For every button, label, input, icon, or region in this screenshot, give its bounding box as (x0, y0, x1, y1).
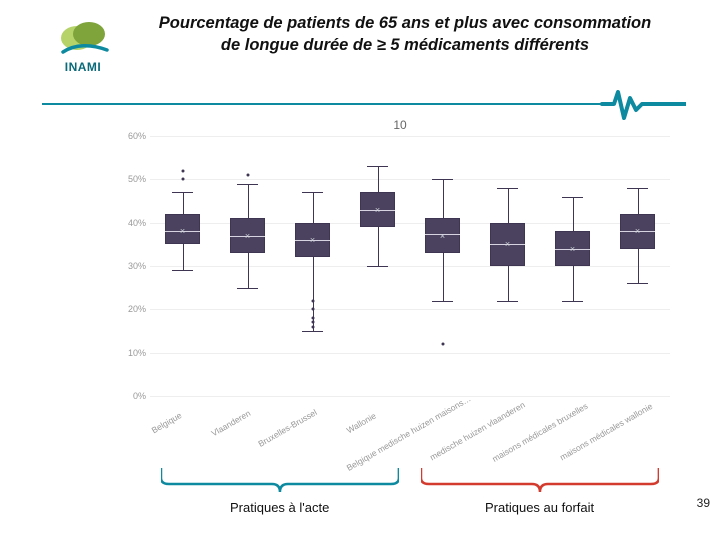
bracket-right (421, 468, 659, 496)
gridline (150, 179, 670, 180)
outlier (181, 169, 184, 172)
y-tick-label: 0% (133, 391, 146, 401)
outlier (311, 321, 314, 324)
bracket-label-right: Pratiques au forfait (485, 500, 594, 515)
box: × (490, 136, 526, 396)
gridline (150, 136, 670, 137)
gridline (150, 266, 670, 267)
box: × (295, 136, 331, 396)
outlier (246, 174, 249, 177)
title-line-2: de longue durée de ≥ 5 médicaments diffé… (221, 36, 589, 54)
x-tick-label: Vlaanderen (209, 408, 252, 438)
box: × (555, 136, 591, 396)
x-tick-label: Belgique (149, 410, 183, 435)
box: × (620, 136, 656, 396)
y-tick-label: 30% (128, 261, 146, 271)
x-tick-label: Wallonie (344, 411, 377, 436)
outlier (441, 343, 444, 346)
outlier (311, 308, 314, 311)
plot-area: 0%10%20%30%40%50%60% ×××××××× BelgiqueVl… (150, 136, 670, 396)
y-tick-label: 60% (128, 131, 146, 141)
outlier (181, 178, 184, 181)
title-line-1: Pourcentage de patients de 65 ans et plu… (159, 14, 651, 32)
x-axis: Belgique VlaanderenBruxelles-Brussel Wallo… (150, 396, 670, 456)
page-title: Pourcentage de patients de 65 ans et plu… (150, 12, 660, 57)
box: × (165, 136, 201, 396)
gridline (150, 223, 670, 224)
box: × (425, 136, 461, 396)
page-number: 39 (697, 496, 710, 510)
outlier (311, 317, 314, 320)
chart-title: 10 (120, 118, 680, 132)
y-axis: 0%10%20%30%40%50%60% (120, 136, 150, 396)
plot-inner: ×××××××× (150, 136, 670, 396)
x-tick-label: Belgique medische huizen maisons… (344, 393, 472, 473)
outlier (311, 325, 314, 328)
inami-logo: INAMI (44, 14, 122, 74)
boxplot-chart: 10 0%10%20%30%40%50%60% ×××××××× Belgiqu… (120, 118, 680, 448)
x-tick-label: Bruxelles-Brussel (256, 407, 318, 449)
y-tick-label: 50% (128, 174, 146, 184)
y-tick-label: 10% (128, 348, 146, 358)
box: × (360, 136, 396, 396)
logo-mark (57, 14, 109, 58)
gridline (150, 353, 670, 354)
logo-text: INAMI (44, 60, 122, 74)
bracket-label-left: Pratiques à l'acte (230, 500, 329, 515)
gridline (150, 309, 670, 310)
y-tick-label: 40% (128, 218, 146, 228)
y-tick-label: 20% (128, 304, 146, 314)
outlier (311, 299, 314, 302)
bracket-left (161, 468, 399, 496)
